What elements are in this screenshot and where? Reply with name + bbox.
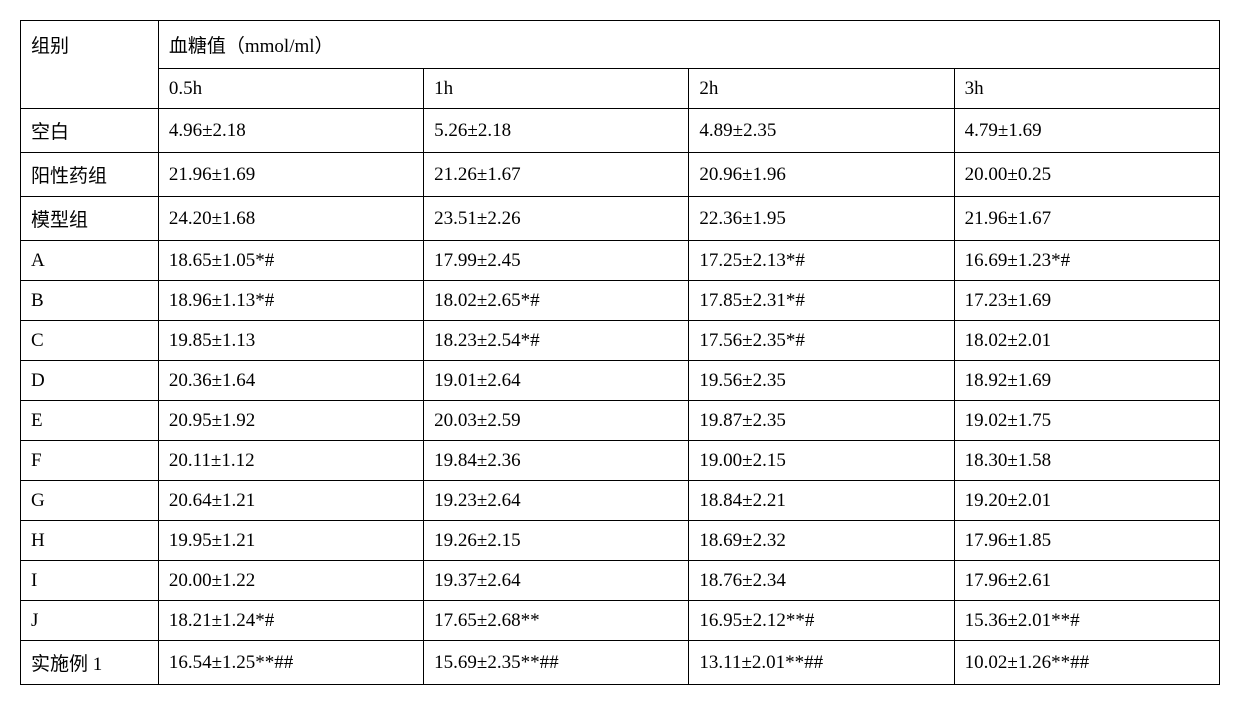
value-cell: 18.21±1.24*# <box>158 601 423 641</box>
value-cell: 17.96±1.85 <box>954 521 1219 561</box>
group-cell: G <box>21 481 159 521</box>
value-cell: 20.00±0.25 <box>954 153 1219 197</box>
value-cell: 13.11±2.01**## <box>689 641 954 685</box>
value-cell: 19.01±2.64 <box>424 361 689 401</box>
value-cell: 10.02±1.26**## <box>954 641 1219 685</box>
value-cell: 20.95±1.92 <box>158 401 423 441</box>
value-cell: 17.96±2.61 <box>954 561 1219 601</box>
value-cell: 18.02±2.65*# <box>424 281 689 321</box>
value-header-cell: 血糖值（mmol/ml） <box>158 21 1219 69</box>
group-cell: D <box>21 361 159 401</box>
value-cell: 21.96±1.69 <box>158 153 423 197</box>
value-cell: 17.23±1.69 <box>954 281 1219 321</box>
value-cell: 5.26±2.18 <box>424 109 689 153</box>
group-cell: C <box>21 321 159 361</box>
group-cell: E <box>21 401 159 441</box>
table-row: 实施例 116.54±1.25**##15.69±2.35**##13.11±2… <box>21 641 1220 685</box>
value-cell: 18.02±2.01 <box>954 321 1219 361</box>
time-header-2: 2h <box>689 69 954 109</box>
value-cell: 19.84±2.36 <box>424 441 689 481</box>
value-cell: 20.03±2.59 <box>424 401 689 441</box>
value-cell: 19.26±2.15 <box>424 521 689 561</box>
group-cell: 空白 <box>21 109 159 153</box>
value-cell: 20.96±1.96 <box>689 153 954 197</box>
value-cell: 21.96±1.67 <box>954 197 1219 241</box>
blood-glucose-table: 组别 血糖值（mmol/ml） 0.5h 1h 2h 3h 空白4.96±2.1… <box>20 20 1220 685</box>
value-cell: 18.96±1.13*# <box>158 281 423 321</box>
group-cell: 模型组 <box>21 197 159 241</box>
table-row: A18.65±1.05*#17.99±2.4517.25±2.13*#16.69… <box>21 241 1220 281</box>
value-cell: 15.36±2.01**# <box>954 601 1219 641</box>
group-header-cell: 组别 <box>21 21 159 109</box>
time-header-0: 0.5h <box>158 69 423 109</box>
table-row: I20.00±1.2219.37±2.6418.76±2.3417.96±2.6… <box>21 561 1220 601</box>
header-row-2: 0.5h 1h 2h 3h <box>21 69 1220 109</box>
table-body: 空白4.96±2.185.26±2.184.89±2.354.79±1.69阳性… <box>21 109 1220 685</box>
table-row: 模型组24.20±1.6823.51±2.2622.36±1.9521.96±1… <box>21 197 1220 241</box>
value-cell: 18.76±2.34 <box>689 561 954 601</box>
value-cell: 4.96±2.18 <box>158 109 423 153</box>
group-cell: J <box>21 601 159 641</box>
value-cell: 18.30±1.58 <box>954 441 1219 481</box>
time-header-3: 3h <box>954 69 1219 109</box>
time-header-1: 1h <box>424 69 689 109</box>
value-cell: 16.69±1.23*# <box>954 241 1219 281</box>
value-cell: 18.65±1.05*# <box>158 241 423 281</box>
value-cell: 15.69±2.35**## <box>424 641 689 685</box>
value-cell: 18.84±2.21 <box>689 481 954 521</box>
group-cell: I <box>21 561 159 601</box>
table-row: E20.95±1.9220.03±2.5919.87±2.3519.02±1.7… <box>21 401 1220 441</box>
value-cell: 17.25±2.13*# <box>689 241 954 281</box>
value-cell: 19.00±2.15 <box>689 441 954 481</box>
table-row: G20.64±1.2119.23±2.6418.84±2.2119.20±2.0… <box>21 481 1220 521</box>
value-cell: 18.69±2.32 <box>689 521 954 561</box>
value-cell: 21.26±1.67 <box>424 153 689 197</box>
value-cell: 18.92±1.69 <box>954 361 1219 401</box>
table-row: D20.36±1.6419.01±2.6419.56±2.3518.92±1.6… <box>21 361 1220 401</box>
table-row: F20.11±1.1219.84±2.3619.00±2.1518.30±1.5… <box>21 441 1220 481</box>
value-cell: 19.02±1.75 <box>954 401 1219 441</box>
table-row: H19.95±1.2119.26±2.1518.69±2.3217.96±1.8… <box>21 521 1220 561</box>
value-cell: 4.89±2.35 <box>689 109 954 153</box>
value-cell: 4.79±1.69 <box>954 109 1219 153</box>
group-cell: 阳性药组 <box>21 153 159 197</box>
group-cell: 实施例 1 <box>21 641 159 685</box>
value-cell: 19.23±2.64 <box>424 481 689 521</box>
group-cell: F <box>21 441 159 481</box>
value-cell: 16.54±1.25**## <box>158 641 423 685</box>
value-cell: 16.95±2.12**# <box>689 601 954 641</box>
value-cell: 22.36±1.95 <box>689 197 954 241</box>
value-cell: 20.00±1.22 <box>158 561 423 601</box>
value-cell: 19.20±2.01 <box>954 481 1219 521</box>
value-cell: 17.99±2.45 <box>424 241 689 281</box>
group-cell: H <box>21 521 159 561</box>
group-cell: A <box>21 241 159 281</box>
value-cell: 24.20±1.68 <box>158 197 423 241</box>
value-cell: 19.56±2.35 <box>689 361 954 401</box>
data-table-container: 组别 血糖值（mmol/ml） 0.5h 1h 2h 3h 空白4.96±2.1… <box>20 20 1220 685</box>
table-row: 阳性药组21.96±1.6921.26±1.6720.96±1.9620.00±… <box>21 153 1220 197</box>
table-row: 空白4.96±2.185.26±2.184.89±2.354.79±1.69 <box>21 109 1220 153</box>
value-cell: 17.56±2.35*# <box>689 321 954 361</box>
value-cell: 17.65±2.68** <box>424 601 689 641</box>
value-cell: 19.37±2.64 <box>424 561 689 601</box>
value-cell: 20.36±1.64 <box>158 361 423 401</box>
value-cell: 23.51±2.26 <box>424 197 689 241</box>
value-cell: 19.95±1.21 <box>158 521 423 561</box>
table-row: C19.85±1.1318.23±2.54*#17.56±2.35*#18.02… <box>21 321 1220 361</box>
value-cell: 20.11±1.12 <box>158 441 423 481</box>
table-row: B18.96±1.13*#18.02±2.65*#17.85±2.31*#17.… <box>21 281 1220 321</box>
value-cell: 19.85±1.13 <box>158 321 423 361</box>
value-cell: 18.23±2.54*# <box>424 321 689 361</box>
value-cell: 19.87±2.35 <box>689 401 954 441</box>
group-cell: B <box>21 281 159 321</box>
header-row-1: 组别 血糖值（mmol/ml） <box>21 21 1220 69</box>
value-cell: 17.85±2.31*# <box>689 281 954 321</box>
value-cell: 20.64±1.21 <box>158 481 423 521</box>
table-header: 组别 血糖值（mmol/ml） 0.5h 1h 2h 3h <box>21 21 1220 109</box>
table-row: J18.21±1.24*#17.65±2.68**16.95±2.12**#15… <box>21 601 1220 641</box>
